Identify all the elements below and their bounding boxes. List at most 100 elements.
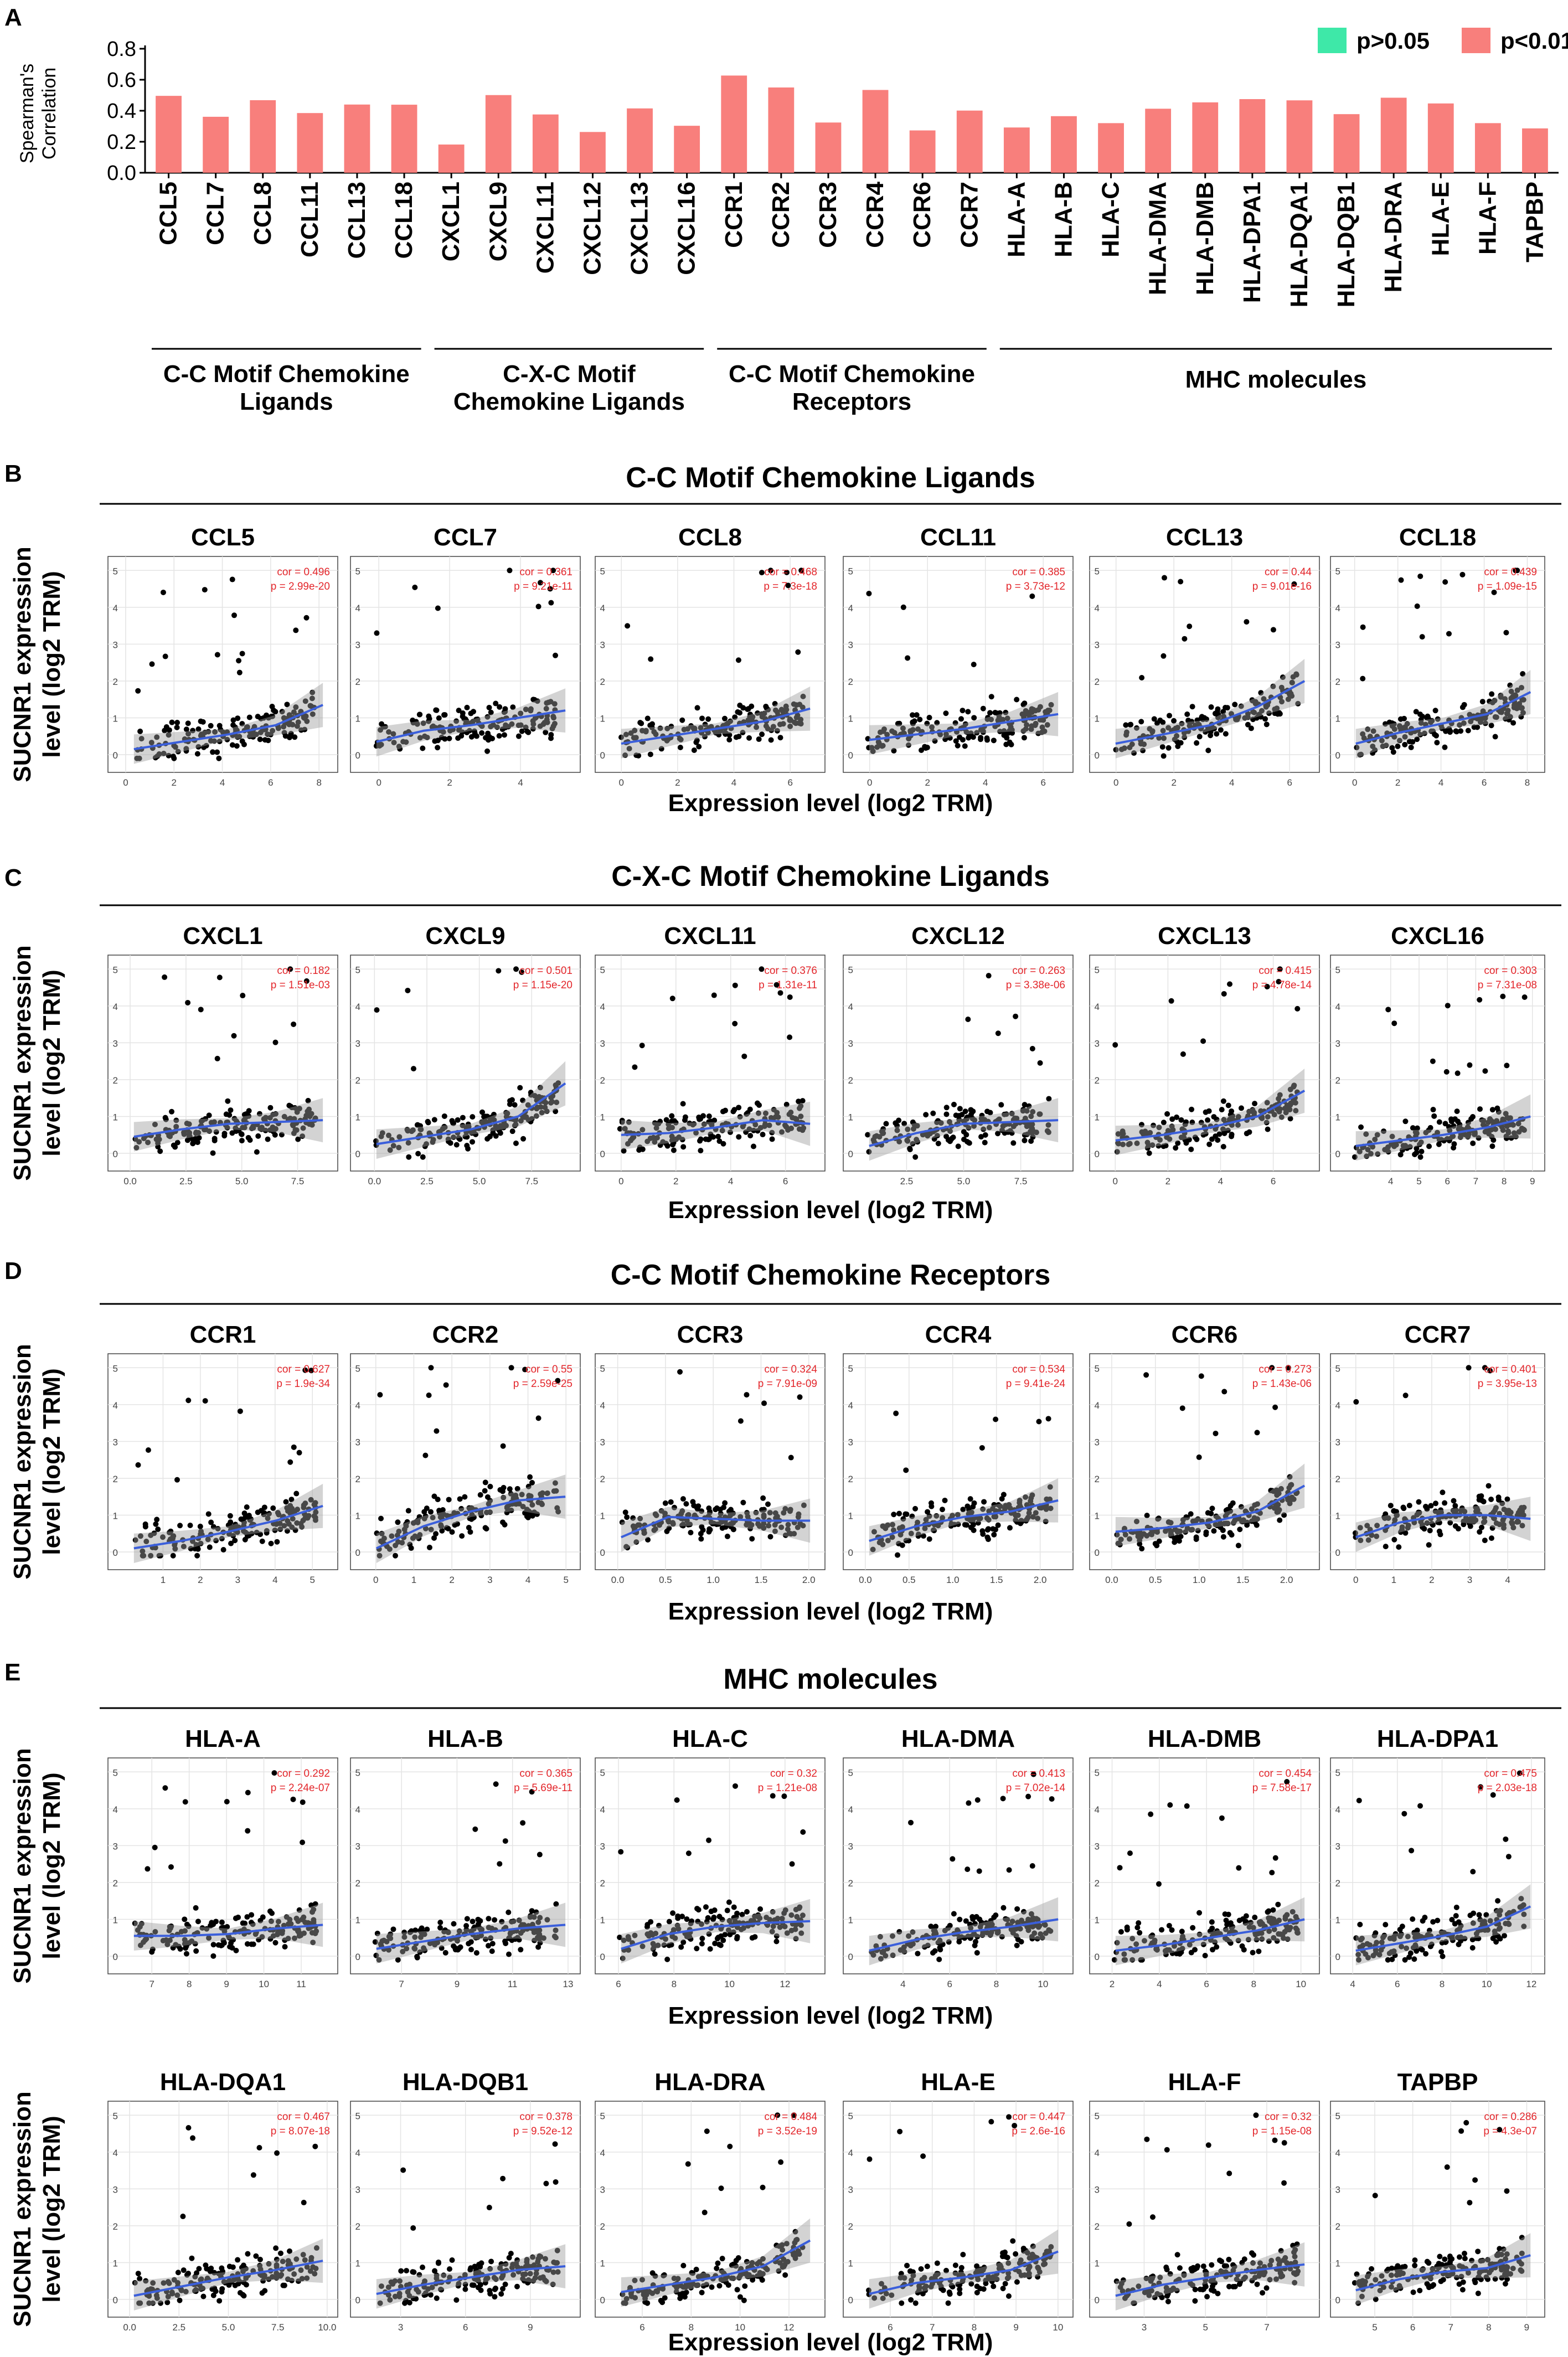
data-point (1219, 1107, 1225, 1113)
data-point (198, 1007, 204, 1013)
y-tick-label: 5 (848, 566, 853, 576)
data-point (1236, 1865, 1242, 1871)
data-point (246, 714, 252, 720)
y-tick-label: 2 (1095, 1075, 1100, 1086)
data-point (153, 1136, 159, 1142)
y-tick-label: 1 (1335, 1915, 1340, 1925)
data-point (928, 1923, 934, 1930)
data-point (1173, 1145, 1179, 1151)
data-point (951, 1101, 957, 1107)
y-tick-label: 1 (355, 1510, 360, 1521)
data-point (765, 706, 771, 713)
data-point (1007, 1525, 1013, 1531)
data-point (1354, 745, 1360, 751)
data-point (1184, 711, 1190, 717)
data-point (460, 713, 466, 719)
x-tick-label: 4 (900, 1979, 905, 1989)
group-label-line1: C-C Motif Chemokine (163, 360, 410, 388)
data-point (675, 1915, 681, 1921)
y-tick-label: 1 (113, 713, 118, 724)
y-tick-label: 1 (848, 1112, 853, 1122)
data-point (529, 1479, 535, 1486)
data-point (1270, 627, 1276, 633)
data-point (239, 651, 245, 657)
y-tick-label: 3 (848, 1038, 853, 1049)
y-tick-label: 4 (1095, 603, 1100, 613)
data-point (970, 1916, 976, 1922)
data-point (930, 1950, 936, 1956)
data-point (487, 1133, 493, 1139)
data-point (1272, 1855, 1278, 1861)
data-point (1391, 721, 1397, 727)
data-point (1426, 1143, 1432, 1149)
data-point (428, 1509, 434, 1515)
bar-y-tick-label: 0.4 (107, 100, 136, 123)
data-point (200, 719, 206, 725)
data-point (1420, 1918, 1426, 1924)
data-point (884, 731, 890, 737)
data-point (798, 568, 804, 574)
data-point (963, 1918, 969, 1924)
data-point (1291, 581, 1297, 587)
data-point (677, 735, 683, 741)
y-tick-label: 3 (1095, 1437, 1100, 1447)
data-point (216, 2298, 223, 2304)
data-point (1402, 1118, 1409, 1125)
data-point (272, 1039, 278, 1045)
scatter-xlabel: Expression level (log2 TRM) (668, 2329, 993, 2356)
data-point (135, 688, 141, 694)
bar-cxcl13 (627, 108, 653, 173)
y-tick-label: 5 (600, 1767, 605, 1778)
data-point (720, 1937, 726, 1943)
y-tick-label: 4 (355, 603, 360, 613)
data-point (1360, 675, 1366, 682)
data-point (525, 1102, 531, 1108)
data-point (443, 1382, 449, 1388)
data-point (1220, 1534, 1226, 1540)
y-tick-label: 3 (600, 1841, 605, 1851)
data-point (300, 1125, 306, 1131)
data-point (1223, 731, 1229, 737)
data-point (1188, 1146, 1194, 1152)
data-point (1388, 1503, 1394, 1509)
data-point (190, 728, 196, 734)
group-label-line1: C-C Motif Chemokine (729, 360, 975, 388)
x-tick-label: 6 (1395, 1979, 1400, 1989)
trend-line (133, 704, 323, 751)
bar-category-label: CCL18 (390, 182, 417, 259)
data-point (484, 748, 491, 754)
x-tick-label: 5.0 (222, 2322, 235, 2333)
data-point (1477, 997, 1483, 1003)
data-point (386, 1132, 392, 1138)
data-point (377, 1392, 383, 1398)
bar-category-label: CCR3 (814, 182, 842, 248)
data-point (698, 725, 704, 731)
data-point (697, 1138, 703, 1144)
y-tick-label: 2 (355, 1474, 360, 1484)
data-point (259, 1126, 265, 1132)
data-point (623, 731, 629, 737)
y-tick-label: 1 (1335, 1510, 1340, 1521)
data-point (272, 1940, 278, 1946)
data-point (785, 582, 791, 589)
data-point (272, 1126, 278, 1132)
data-point (905, 742, 911, 748)
data-point (982, 1139, 988, 1146)
data-point (730, 1526, 736, 1533)
data-point (244, 1504, 250, 1510)
data-point (749, 1536, 755, 1542)
data-point (1161, 575, 1167, 581)
data-point (426, 1392, 432, 1398)
data-point (1447, 729, 1453, 735)
data-point (1519, 684, 1525, 690)
x-tick-label: 0 (1113, 777, 1118, 788)
data-point (302, 698, 308, 704)
data-point (270, 728, 276, 734)
data-point (1229, 1108, 1235, 1114)
data-point (1178, 1117, 1184, 1123)
legend-swatch-sig (1462, 28, 1490, 53)
bar-cxcl9 (485, 95, 512, 173)
data-point (761, 710, 767, 716)
